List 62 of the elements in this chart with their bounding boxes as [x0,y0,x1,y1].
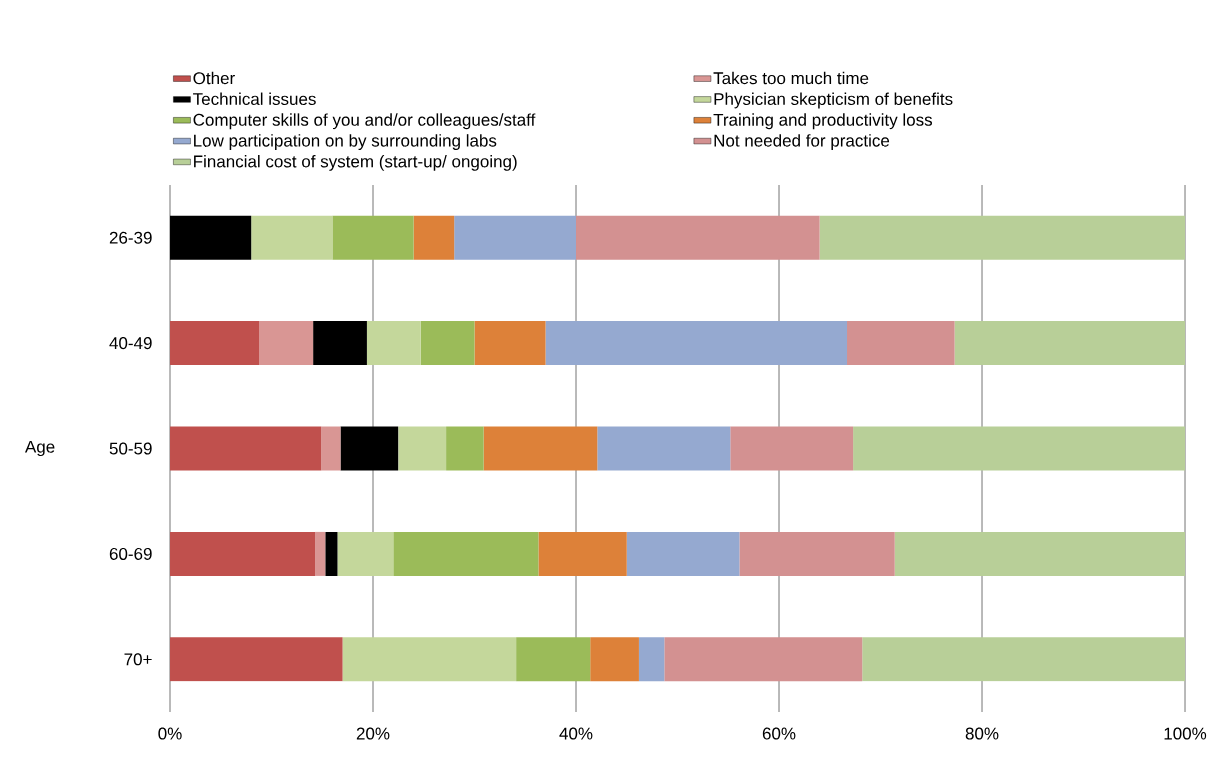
bar [321,426,341,471]
bar [313,321,367,366]
legend-label: Physician skepticism of benefits [714,92,953,109]
bar [342,637,517,682]
y-axis-title: Age [24,440,55,457]
bar [420,321,475,366]
bar [170,321,260,366]
legend-label: Technical issues [193,92,316,106]
x-tick-label: 40% [559,727,593,740]
bar [315,531,326,576]
legend-label: Other [193,71,235,85]
bar [516,637,591,682]
bar [545,321,848,366]
legend-label: Financial cost of system (start-up/ ongoing) [194,155,517,171]
x-tick-label: 60% [762,727,796,740]
bar [340,426,399,471]
bar [366,321,421,366]
bar [398,426,447,471]
bar [332,215,414,260]
bar [259,321,314,366]
bar [393,531,539,576]
bar [819,215,1186,260]
bar [170,637,343,682]
y-tick-label: 26-39 [109,231,152,244]
bar [170,531,316,576]
bar [170,215,252,260]
bar [413,215,455,260]
legend-label: Computer skills of you and/or colleagues/staff [193,113,536,130]
bar [862,637,1186,682]
bar [538,531,627,576]
bar [474,321,546,366]
bar [446,426,484,471]
legend-label: Takes too much time [713,71,869,85]
x-tick-label: 100% [1164,727,1207,740]
x-tick-label: 20% [356,727,390,740]
y-tick-label: 50-59 [109,442,152,455]
legend-label: Low participation on by surrounding labs [194,134,497,151]
bar [590,637,639,682]
bar [325,531,338,576]
x-tick-label: 0% [158,727,182,740]
bar [853,426,1186,471]
bar [894,531,1186,576]
y-tick-label: 60-69 [109,547,152,560]
bar [638,637,665,682]
bar [483,426,598,471]
bar [251,215,333,260]
bar [597,426,731,471]
bar [739,531,895,576]
bar [730,426,854,471]
bar [626,531,740,576]
bar [337,531,394,576]
x-tick-label: 80% [965,727,999,740]
bar [954,321,1186,366]
legend-label: Training and productivity loss [713,113,933,130]
y-tick-label: 40-49 [109,337,152,350]
bar [847,321,955,366]
y-tick-label: 70+ [124,653,152,666]
bar [664,637,863,682]
legend-label: Not needed for practice [714,134,890,151]
bar [576,215,820,260]
bar [170,426,322,471]
bar [454,215,577,260]
